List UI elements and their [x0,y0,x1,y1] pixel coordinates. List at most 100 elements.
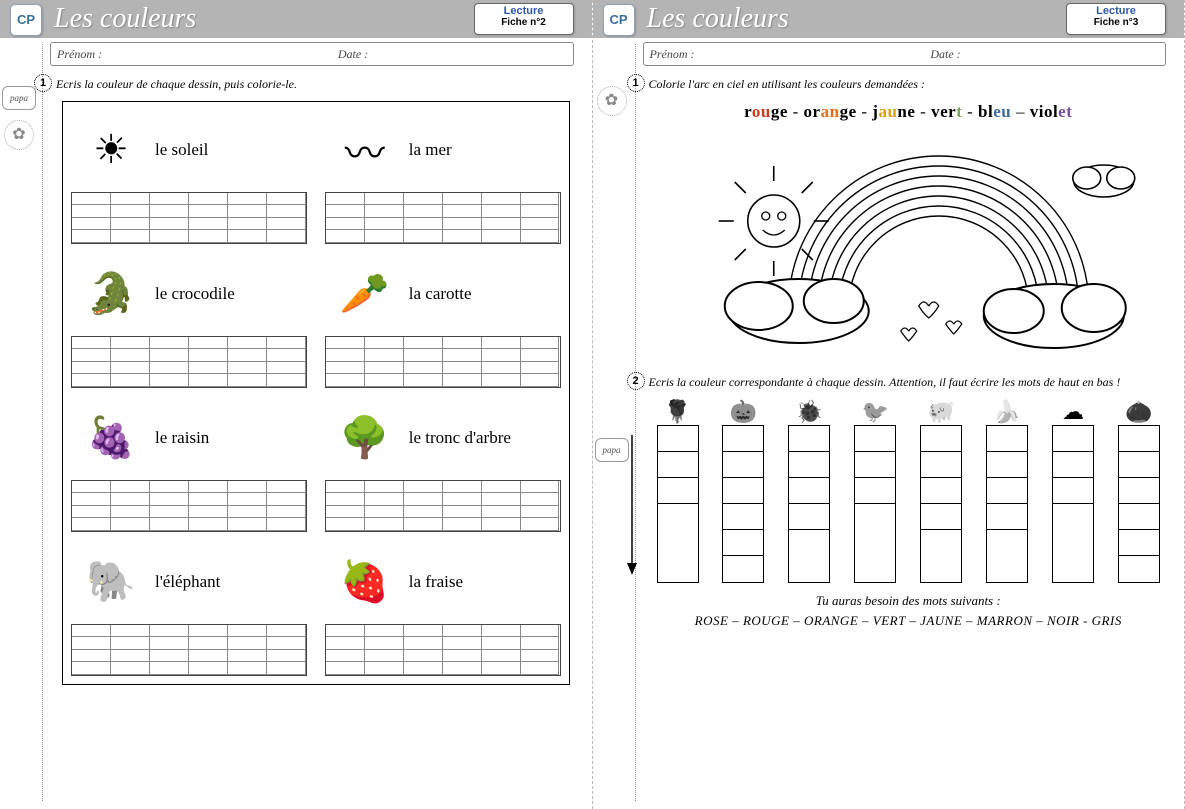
separator: - [915,102,931,121]
item-label: la mer [409,141,452,159]
letter-column [920,425,962,583]
item-illustration: 🍇 [71,403,151,473]
item-illustration: 🥕 [325,259,405,329]
mini-illustration: 🐞 [788,399,830,425]
item-label: la carotte [409,285,472,303]
side-tab-papa: papa [595,438,629,462]
item-card: 🐘l'éléphant [71,542,307,676]
items-grid: ☀le soleil〰la mer🐊le crocodile🥕la carott… [62,101,570,685]
item-card: 🍓la fraise [325,542,561,676]
writing-grid [325,480,561,532]
mini-illustration: 🎃 [722,399,764,425]
instruction-text: Colorie l'arc en ciel en utilisant les c… [649,77,925,91]
instruction-number: 1 [627,74,645,92]
flower-icon: ✿ [597,86,627,116]
letter-column [854,425,896,583]
fiche-tag: Lecture Fiche n°2 [474,3,574,35]
rainbow-drawing [653,126,1165,356]
tag-category: Lecture [1067,5,1165,17]
name-date-band: Prénom : Date : [643,42,1167,66]
item-illustration: 🐘 [71,547,151,617]
letter-column [986,425,1028,583]
item-card: 🐊le crocodile [71,254,307,388]
cp-badge: CP [10,4,42,36]
instruction-1: 1 Ecris la couleur de chaque dessin, pui… [56,76,574,93]
instruction-number: 1 [34,74,52,92]
icon-row: 🌹 🎃 🐞 🐦 🐖 🍌 ☁ 🌰 [653,399,1165,425]
dotted-rail [42,44,43,801]
prenom-label: Prénom : [51,48,338,60]
letter-column [722,425,764,583]
header-strip: CP Les couleurs Lecture Fiche n°3 [593,0,1185,38]
item-illustration: 〰 [325,115,405,185]
writing-grid [325,336,561,388]
item-label: le soleil [155,141,208,159]
item-label: le tronc d'arbre [409,429,511,447]
item-illustration: 🍓 [325,547,405,617]
item-illustration: 🌳 [325,403,405,473]
color-word: bleu [978,102,1011,121]
item-card: 🍇le raisin [71,398,307,532]
mini-illustration: 🐦 [854,399,896,425]
date-label: Date : [338,48,573,60]
separator: – [1011,102,1030,121]
writing-grid [325,624,561,676]
item-card: 🌳le tronc d'arbre [325,398,561,532]
writing-grid [71,624,307,676]
tag-category: Lecture [475,5,573,17]
mini-illustration: 🍌 [986,399,1028,425]
arrow-down-icon [625,435,639,575]
writing-grid [71,336,307,388]
instruction-text: Ecris la couleur de chaque dessin, puis … [56,77,297,91]
color-word: rouge [744,102,788,121]
letter-column [1118,425,1160,583]
exercise-2: 🌹 🎃 🐞 🐦 🐖 🍌 ☁ 🌰 [653,399,1165,583]
footer-intro: Tu auras besoin des mots suivants : [653,593,1165,609]
page-fiche-3: CP Les couleurs Lecture Fiche n°3 Prénom… [593,0,1185,809]
tag-number: Fiche n°2 [475,17,573,28]
separator: - [788,102,804,121]
writing-grid [71,480,307,532]
mini-illustration: 🌰 [1118,399,1160,425]
columns-row [653,425,1165,583]
letter-column [1052,425,1094,583]
letter-column [657,425,699,583]
cp-badge: CP [603,4,635,36]
fiche-tag: Lecture Fiche n°3 [1066,3,1166,35]
item-card: ☀le soleil [71,110,307,244]
item-label: le crocodile [155,285,235,303]
color-word: vert [931,102,962,121]
name-date-band: Prénom : Date : [50,42,574,66]
item-label: le raisin [155,429,209,447]
instruction-1: 1 Colorie l'arc en ciel en utilisant les… [649,76,1167,93]
page-fiche-2: CP Les couleurs Lecture Fiche n°2 Prénom… [0,0,593,809]
color-word: violet [1030,102,1073,121]
mini-illustration: ☁ [1052,399,1094,425]
item-label: la fraise [409,573,463,591]
instruction-number: 2 [627,372,645,390]
mini-illustration: 🌹 [657,399,699,425]
colors-word-line: rouge - orange - jaune - vert - bleu – v… [653,103,1165,120]
instruction-text: Ecris la couleur correspondante à chaque… [649,375,1121,389]
tag-number: Fiche n°3 [1067,17,1165,28]
flower-icon: ✿ [4,120,34,150]
letter-column [788,425,830,583]
item-illustration: ☀ [71,115,151,185]
writing-grid [71,192,307,244]
item-card: 〰la mer [325,110,561,244]
date-label: Date : [930,48,1165,60]
item-illustration: 🐊 [71,259,151,329]
prenom-label: Prénom : [644,48,931,60]
item-label: l'éléphant [155,573,220,591]
footer-words: ROSE – ROUGE – ORANGE – VERT – JAUNE – M… [653,613,1165,630]
instruction-2: 2 Ecris la couleur correspondante à chaq… [649,374,1167,391]
separator: - [962,102,978,121]
header-strip: CP Les couleurs Lecture Fiche n°2 [0,0,592,38]
separator: - [857,102,873,121]
dotted-rail [635,44,636,801]
color-word: orange [804,102,857,121]
mini-illustration: 🐖 [920,399,962,425]
writing-grid [325,192,561,244]
color-word: jaune [872,102,915,121]
item-card: 🥕la carotte [325,254,561,388]
